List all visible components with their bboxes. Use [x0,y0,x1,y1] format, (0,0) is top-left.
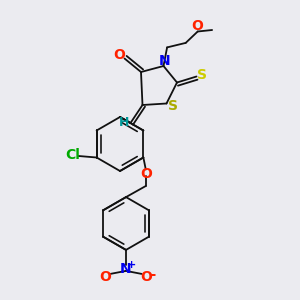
Text: +: + [127,260,136,270]
Text: N: N [120,262,131,276]
Text: O: O [140,270,152,284]
Text: H: H [119,116,129,129]
Text: S: S [197,68,208,82]
Text: O: O [113,48,125,62]
Text: -: - [149,267,155,282]
Text: O: O [100,270,112,284]
Text: N: N [159,54,171,68]
Text: S: S [167,100,178,113]
Text: O: O [140,167,152,181]
Text: O: O [191,19,203,33]
Text: Cl: Cl [65,148,80,162]
